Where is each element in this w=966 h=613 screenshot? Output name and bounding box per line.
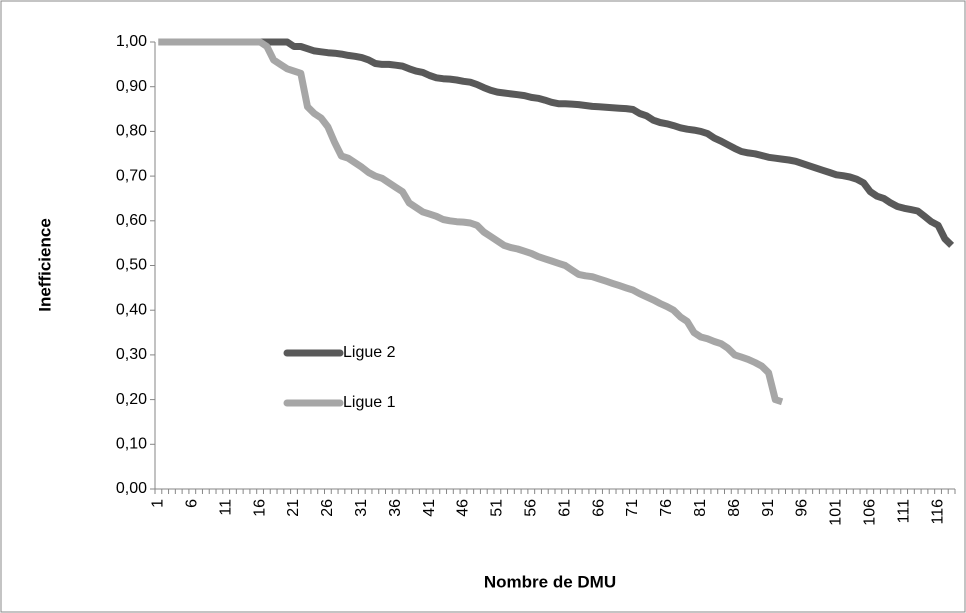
x-tick-label: 26 [319, 499, 336, 517]
x-tick-label: 31 [353, 499, 370, 517]
x-tick-label: 36 [387, 499, 404, 517]
x-tick-label: 46 [455, 499, 472, 517]
x-tick-label: 61 [556, 499, 573, 517]
x-tick-label: 71 [624, 499, 641, 517]
y-tick-label: 0,70 [116, 167, 147, 184]
x-tick-label: 51 [489, 499, 506, 517]
legend-label: Ligue 1 [343, 394, 396, 411]
y-tick-label: 0,40 [116, 301, 147, 318]
y-tick-label: 0,50 [116, 257, 147, 274]
x-tick-label: 21 [285, 499, 302, 517]
x-tick-label: 1 [150, 499, 167, 508]
x-tick-label: 116 [929, 499, 946, 525]
x-tick-label: 11 [217, 499, 234, 516]
x-tick-label: 56 [522, 499, 539, 517]
series-line [158, 38, 784, 406]
y-tick-label: 0,30 [116, 346, 147, 363]
x-tick-label: 66 [590, 499, 607, 517]
x-axis-title: Nombre de DMU [484, 572, 616, 591]
x-tick-label: 81 [692, 499, 709, 517]
y-tick-label: 0,00 [116, 480, 147, 497]
y-tick-label: 1,00 [116, 33, 147, 50]
x-tick-label: 111 [895, 499, 912, 523]
x-tick-label: 96 [794, 499, 811, 517]
x-tick-label: 16 [251, 499, 268, 517]
y-tick-label: 0,60 [116, 212, 147, 229]
x-tick-label: 106 [861, 499, 878, 526]
y-tick-label: 0,10 [116, 436, 147, 453]
x-tick-label: 91 [760, 499, 777, 517]
x-tick-label: 86 [726, 499, 743, 517]
y-axis-title: Inefficience [35, 218, 54, 312]
x-tick-label: 41 [421, 499, 438, 517]
y-tick-label: 0,80 [116, 123, 147, 140]
y-tick-label: 0,20 [116, 391, 147, 408]
x-tick-label: 6 [184, 499, 201, 508]
x-tick-label: 76 [658, 499, 675, 517]
x-tick-label: 101 [828, 499, 845, 526]
legend-label: Ligue 2 [343, 344, 396, 361]
series-line [158, 38, 955, 248]
y-tick-label: 0,90 [116, 78, 147, 95]
